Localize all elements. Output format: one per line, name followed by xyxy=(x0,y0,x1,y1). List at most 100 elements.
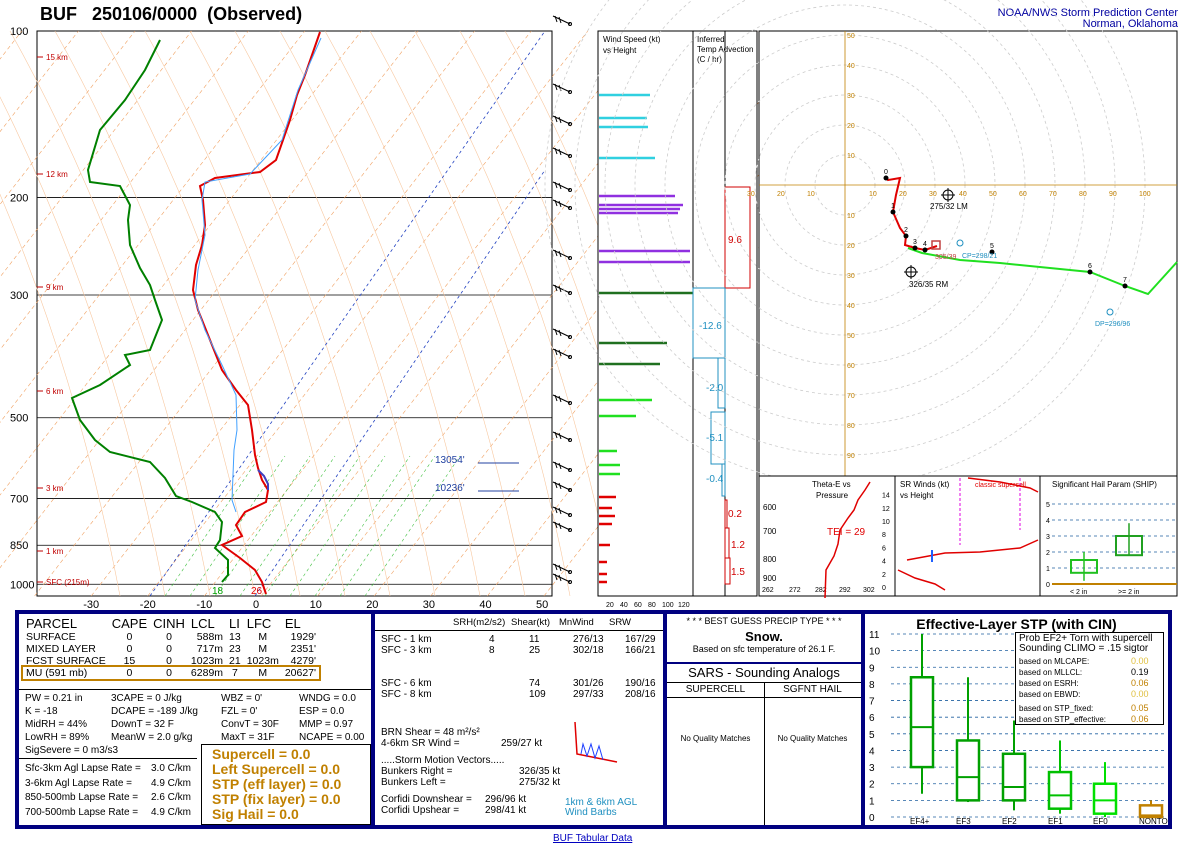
mixing-ratio-line xyxy=(364,455,461,597)
parcel-cell: 0 xyxy=(126,631,133,643)
lapse-row: 850-500mb Lapse Rate = 2.6 C/km xyxy=(25,791,191,806)
barb-label: 1km & 6km AGL Wind Barbs xyxy=(565,798,637,818)
index-midrh: MidRH = 44% xyxy=(25,719,87,730)
org-line-1: NOAA/NWS Storm Prediction Center xyxy=(997,7,1178,19)
adv-bar-2 xyxy=(692,287,726,359)
lapse-row: 700-500mb Lapse Rate = 4.9 C/km xyxy=(25,806,191,821)
parcel-cell: MU (591 mb) xyxy=(26,667,88,679)
temp-tick-label: 10 xyxy=(310,599,322,610)
divider xyxy=(19,758,197,759)
dry-adiabat xyxy=(189,30,391,597)
ship-ytick: 4 xyxy=(1046,518,1050,525)
org-line-2: Norman, Oklahoma xyxy=(1082,18,1178,30)
stp-legend-value: 0.00 xyxy=(1131,656,1149,666)
wind-barb-dot xyxy=(568,90,572,94)
stp-legend-label: based on EBWD: xyxy=(1019,690,1081,699)
index-maxt: MaxT = 31F xyxy=(221,732,275,743)
tabular-data-link[interactable]: BUF Tabular Data xyxy=(553,833,633,844)
index-mmp: MMP = 0.97 xyxy=(299,719,354,730)
brn-shear: BRN Shear = 48 m²/s² xyxy=(381,727,480,738)
hodo-label-right: 60 xyxy=(1019,191,1027,198)
stp-legend-label: based on ESRH: xyxy=(1019,679,1079,688)
mixing-ratio-line xyxy=(264,455,361,597)
hodograph-point-label: 7 xyxy=(1123,277,1127,284)
wind-barb-flag xyxy=(554,284,558,292)
stp-box xyxy=(1001,752,1027,802)
lapse-label: 850-500mb Lapse Rate = xyxy=(25,792,139,803)
hodo-label-left: 10 xyxy=(807,191,815,198)
adv-val-8: 1.5 xyxy=(731,567,745,578)
parcel-row-selected[interactable]: MU (591 mb) 0 0 6289m 7 M 20627' xyxy=(20,665,322,681)
temp-adv-title-3: (C / hr) xyxy=(697,55,722,64)
isotherm-line xyxy=(0,30,419,569)
parcel-cell: 15 xyxy=(123,655,136,667)
lapse-label: 700-500mb Lapse Rate = xyxy=(25,806,139,818)
hodograph-point-label: 2 xyxy=(904,227,908,234)
sr-wind-ytick: 10 xyxy=(882,519,890,526)
mixing-ratio-line xyxy=(314,455,411,597)
wind-speed-title-2: vs Height xyxy=(603,46,637,55)
org-label: NOAA/NWS Storm Prediction Center Norman,… xyxy=(998,8,1178,30)
height-label: 1 km xyxy=(46,547,64,556)
wind-barb-dot xyxy=(568,22,572,26)
kin-cell: 297/33 xyxy=(573,689,604,700)
hodo-label-right: 70 xyxy=(1049,191,1057,198)
stp-box xyxy=(1092,782,1118,815)
parcel-header: CAPE xyxy=(111,616,148,631)
stp-ytick: 6 xyxy=(869,713,875,724)
precip-type: Snow. xyxy=(745,629,783,644)
wetbulb-profile xyxy=(194,37,322,513)
pressure-label: 300 xyxy=(10,290,28,302)
kin-cell: 109 xyxy=(529,689,546,700)
hodograph-point-label: 4 xyxy=(923,241,927,248)
parcel-cell: 0 xyxy=(166,667,172,679)
hodo-label-down: 40 xyxy=(847,303,855,310)
adv-val-2: -12.6 xyxy=(699,321,722,332)
sars-title: SARS - Sounding Analogs xyxy=(688,665,840,680)
stp-box xyxy=(955,739,981,802)
hodo-label-down: 70 xyxy=(847,393,855,400)
theta-e-x-302: 302 xyxy=(863,587,875,594)
corfidi-down-label: Corfidi Downshear = xyxy=(381,794,472,805)
hodograph-point xyxy=(890,209,896,215)
indices-col-1: PW = 0.21 in K = -18 MidRH = 44% LowRH =… xyxy=(25,692,118,757)
sr-46-row: 4-6km SR Wind = 259/27 kt xyxy=(381,738,560,749)
parcel-cell: 588m xyxy=(196,631,224,643)
parcel-row: SURFACE 0 0 588m 13 M 1929' xyxy=(23,631,319,643)
parcel-cell: 0 xyxy=(166,631,172,643)
thermo-panel: PARCEL CAPE CINH LCL LI LFC EL SURFACE 0… xyxy=(19,614,371,825)
wind-barb-flag xyxy=(554,563,558,571)
cp-marker xyxy=(956,239,964,247)
pressure-label: 100 xyxy=(10,26,28,38)
wind-barb-dot xyxy=(568,528,572,532)
mini-hodo-line xyxy=(574,721,618,763)
dry-adiabat xyxy=(54,30,256,597)
ship-ytick: 0 xyxy=(1046,582,1050,589)
parcel-cell: 0 xyxy=(126,643,133,655)
kin-cell: 11 xyxy=(529,634,540,645)
parcel-cell: FCST SURFACE xyxy=(26,655,106,667)
stp-ytick: 11 xyxy=(869,630,880,641)
wind-barb-dot xyxy=(568,122,572,126)
hodograph-point xyxy=(989,249,995,255)
divider xyxy=(19,689,371,690)
rm-label: 326/35 RM xyxy=(909,280,948,289)
wind-barb-flag xyxy=(558,182,562,190)
indices-col-2: 3CAPE = 0 J/kg DCAPE = -189 J/kg DownT =… xyxy=(111,692,198,744)
stp-box xyxy=(1047,770,1073,810)
stp-category-label: EF0 xyxy=(1093,817,1108,825)
hodograph-point-label: 5 xyxy=(990,243,994,250)
index-3cape: 3CAPE = 0 J/kg xyxy=(111,693,182,704)
kin-cell: SFC - 1 km xyxy=(381,634,432,645)
kin-row: SFC - 3 km 8 25 302/18 166/21 xyxy=(381,645,656,656)
pressure-label: 850 xyxy=(10,540,28,552)
hodograph-point xyxy=(1122,283,1128,289)
composite-stp-eff: STP (eff layer) = 0.0 xyxy=(212,776,342,792)
parcel-header-row: PARCEL CAPE CINH LCL LI LFC EL xyxy=(23,616,319,631)
temp-tick-label: -10 xyxy=(196,599,212,610)
isotherm-line xyxy=(147,30,589,597)
kin-rows-bottom: SFC - 6 km 74 301/26 190/16 SFC - 8 km 109 29… xyxy=(381,678,656,700)
kin-cell: 166/21 xyxy=(625,645,656,656)
ship-box-large xyxy=(1115,535,1143,557)
